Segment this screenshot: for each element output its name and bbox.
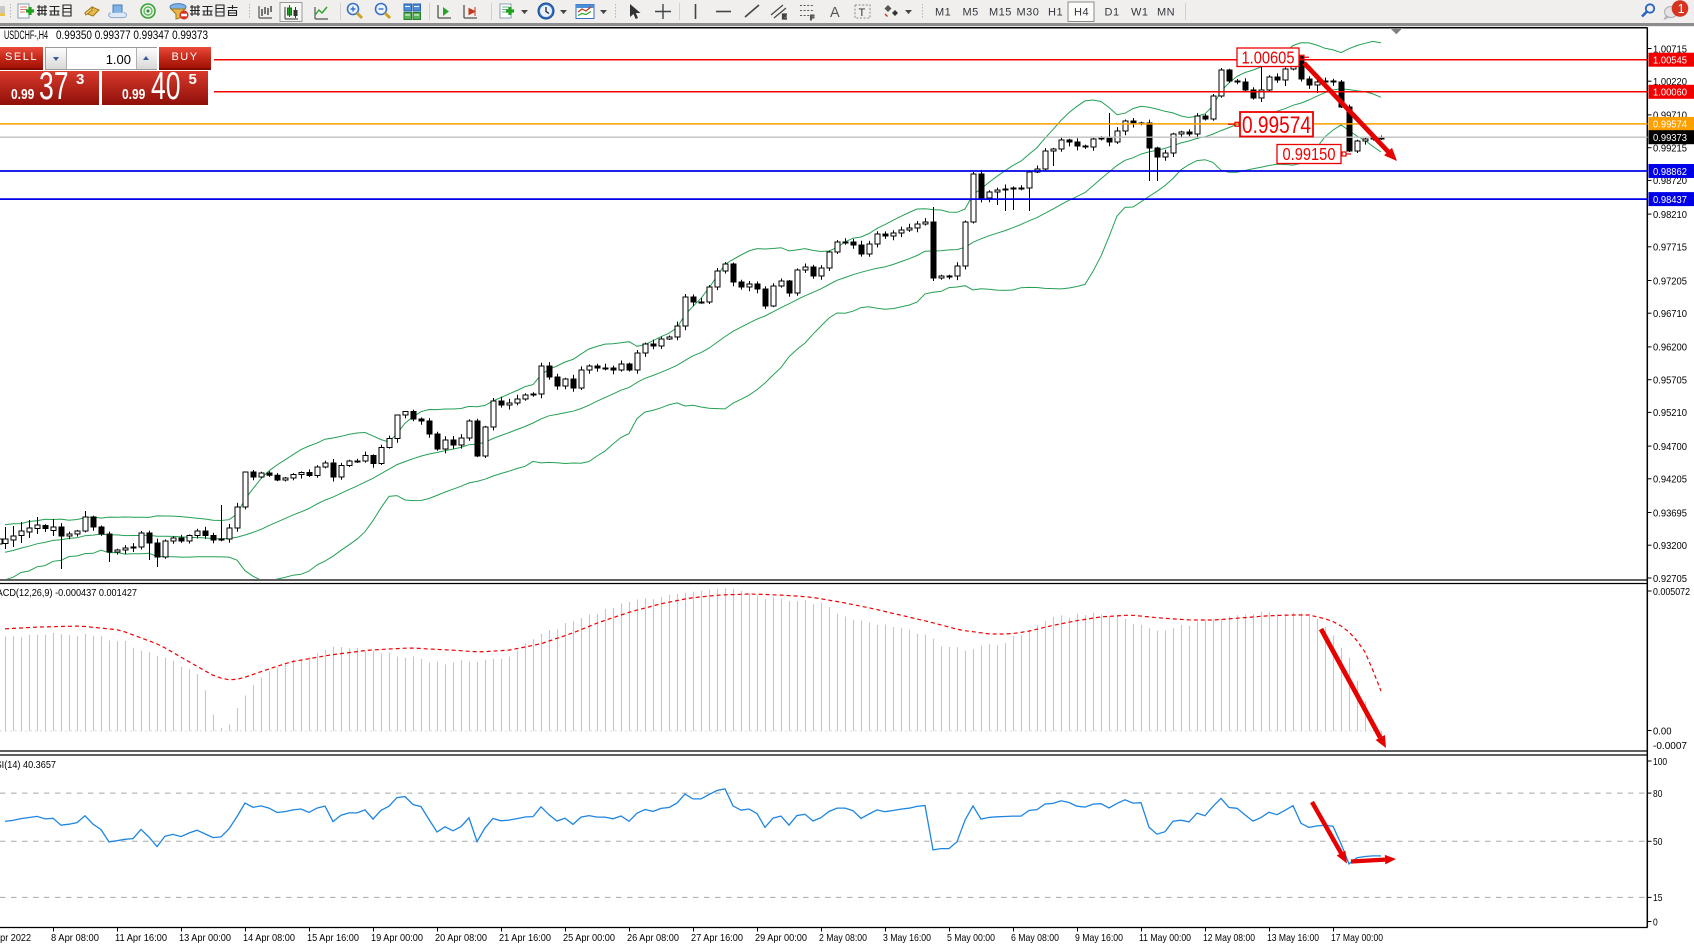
svg-text:1.00605: 1.00605 (1242, 47, 1295, 67)
svg-text:M5: M5 (963, 7, 979, 19)
svg-text:W1: W1 (1131, 7, 1149, 19)
svg-text:1: 1 (1678, 2, 1685, 16)
svg-text:27 Apr 16:00: 27 Apr 16:00 (691, 932, 743, 944)
svg-text:0.99373: 0.99373 (1653, 132, 1687, 144)
svg-text:-0.0007: -0.0007 (1653, 740, 1687, 752)
svg-text:0.99574: 0.99574 (1653, 119, 1687, 131)
svg-text:15 Apr 16:00: 15 Apr 16:00 (307, 932, 359, 944)
svg-text:E: E (782, 14, 787, 21)
svg-text:RSI(14) 40.3657: RSI(14) 40.3657 (0, 759, 56, 771)
svg-text:USDCHF-,H4: USDCHF-,H4 (4, 28, 48, 42)
svg-text:25 Apr 00:00: 25 Apr 00:00 (563, 932, 615, 944)
svg-text:0.98437: 0.98437 (1653, 194, 1687, 206)
svg-text:0: 0 (1653, 916, 1658, 928)
svg-text:0.98862: 0.98862 (1653, 166, 1687, 178)
svg-text:0.96200: 0.96200 (1653, 342, 1687, 354)
svg-text:F: F (810, 15, 815, 22)
svg-text:13 Apr 00:00: 13 Apr 00:00 (179, 932, 231, 944)
svg-text:0.93200: 0.93200 (1653, 540, 1687, 552)
svg-text:M30: M30 (1017, 7, 1040, 19)
svg-text:19 Apr 00:00: 19 Apr 00:00 (371, 932, 423, 944)
svg-text:13 May 16:00: 13 May 16:00 (1267, 932, 1319, 944)
svg-text:0.97715: 0.97715 (1653, 242, 1687, 254)
svg-text:0.94205: 0.94205 (1653, 474, 1687, 486)
svg-text:6 May 08:00: 6 May 08:00 (1011, 932, 1059, 944)
svg-text:15: 15 (1653, 892, 1663, 904)
svg-text:17 May 00:00: 17 May 00:00 (1331, 932, 1383, 944)
svg-text:0.93695: 0.93695 (1653, 507, 1687, 519)
svg-text:14 Apr 08:00: 14 Apr 08:00 (243, 932, 295, 944)
svg-text:T: T (859, 7, 866, 19)
svg-text:29 Apr 00:00: 29 Apr 00:00 (755, 932, 807, 944)
svg-text:A: A (830, 5, 840, 21)
svg-text:0.96710: 0.96710 (1653, 308, 1687, 320)
svg-text:26 Apr 08:00: 26 Apr 08:00 (627, 932, 679, 944)
svg-text:50: 50 (1653, 836, 1663, 848)
svg-text:0.00: 0.00 (1653, 726, 1672, 738)
svg-text:0.99574: 0.99574 (1242, 112, 1311, 139)
svg-text:5 May 00:00: 5 May 00:00 (947, 932, 995, 944)
svg-text:MACD(12,26,9) -0.000437 0.0014: MACD(12,26,9) -0.000437 0.001427 (0, 587, 137, 599)
svg-text:MN: MN (1157, 7, 1175, 19)
svg-text:20 Apr 08:00: 20 Apr 08:00 (435, 932, 487, 944)
svg-text:0.95210: 0.95210 (1653, 407, 1687, 419)
svg-text:0.94700: 0.94700 (1653, 441, 1687, 453)
svg-text:0.99150: 0.99150 (1283, 144, 1336, 164)
svg-text:0.99215: 0.99215 (1653, 143, 1687, 155)
svg-text:0.98720: 0.98720 (1653, 175, 1687, 187)
svg-text:1.00545: 1.00545 (1653, 55, 1687, 67)
svg-text:3 May 16:00: 3 May 16:00 (883, 932, 931, 944)
svg-text:0.92705: 0.92705 (1653, 573, 1687, 585)
svg-text:H1: H1 (1048, 7, 1063, 19)
svg-text:12 May 08:00: 12 May 08:00 (1203, 932, 1255, 944)
svg-text:0.005072: 0.005072 (1653, 586, 1690, 598)
svg-text:1.00060: 1.00060 (1653, 87, 1687, 99)
svg-text:D1: D1 (1105, 7, 1120, 19)
svg-text:0.95705: 0.95705 (1653, 375, 1687, 387)
svg-text:0.98210: 0.98210 (1653, 209, 1687, 221)
svg-text:7 Apr 2022: 7 Apr 2022 (0, 932, 31, 944)
svg-text:11 Apr 16:00: 11 Apr 16:00 (115, 932, 167, 944)
svg-text:11 May 00:00: 11 May 00:00 (1139, 932, 1191, 944)
svg-text:M1: M1 (935, 7, 951, 19)
svg-text:0.99350 0.99377 0.99347 0.9937: 0.99350 0.99377 0.99347 0.99373 (56, 28, 208, 42)
svg-text:21 Apr 16:00: 21 Apr 16:00 (499, 932, 551, 944)
svg-text:M15: M15 (989, 7, 1012, 19)
svg-text:8 Apr 08:00: 8 Apr 08:00 (51, 932, 99, 944)
svg-text:100: 100 (1653, 756, 1667, 768)
svg-text:H4: H4 (1074, 7, 1089, 19)
svg-text:2 May 08:00: 2 May 08:00 (819, 932, 867, 944)
svg-text:1.00715: 1.00715 (1653, 43, 1687, 55)
svg-text:80: 80 (1653, 788, 1663, 800)
svg-text:9 May 16:00: 9 May 16:00 (1075, 932, 1123, 944)
svg-text:0.97205: 0.97205 (1653, 275, 1687, 287)
